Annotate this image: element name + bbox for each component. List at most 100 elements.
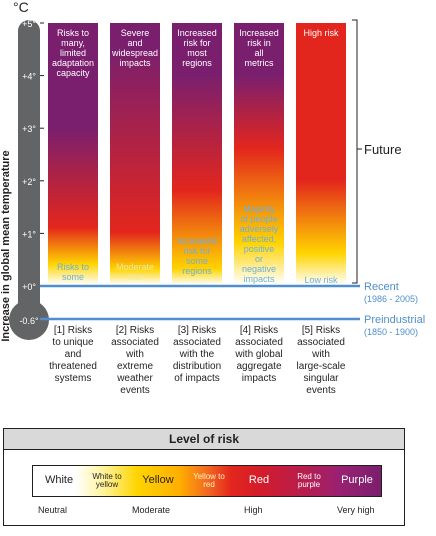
- column-annotation-line: metrics: [245, 58, 274, 68]
- column-annotation-line: Increased: [177, 28, 217, 38]
- column-annotation-line: affected,: [242, 234, 276, 244]
- legend-scale-high: High: [244, 505, 263, 515]
- risk-level-legend: Level of risk White White to yellow Yell…: [3, 428, 405, 526]
- column-annotation-line: some: [186, 256, 208, 266]
- risk-column-bar: [110, 23, 160, 290]
- category-label-line: systems: [55, 373, 92, 384]
- category-label-line: of impacts: [174, 373, 220, 384]
- y-unit-label: °C: [13, 0, 29, 15]
- column-annotation-line: impacts: [243, 274, 275, 284]
- category-label-line: with global: [234, 349, 282, 360]
- category-label-line: associated: [297, 337, 345, 348]
- thermometer-stem: [18, 20, 40, 316]
- risk-column: High risk Low risk: [296, 23, 346, 290]
- y-tick-label: +0°: [22, 282, 36, 292]
- category-label-line: with the: [179, 349, 215, 360]
- y-tick-label: +4°: [22, 72, 36, 82]
- column-annotation-line: Severe: [121, 28, 150, 38]
- legend-item-purple: Purple: [341, 474, 373, 487]
- category-label-line: [1] Risks: [54, 325, 92, 336]
- category-label-line: with: [311, 349, 330, 360]
- category-label-line: [5] Risks: [302, 325, 340, 336]
- legend-item-yellow: Yellow: [142, 474, 174, 487]
- thermometer-bulb: [9, 300, 49, 340]
- risk-column-bar: [296, 23, 346, 290]
- category-label-line: large-scale: [297, 361, 346, 372]
- column-annotation-line: or: [255, 254, 263, 264]
- column-annotation-line: impacts: [119, 58, 151, 68]
- column-annotation-line: Majority: [243, 204, 275, 214]
- column-annotation-line: widespread: [111, 48, 158, 58]
- category-label-line: [3] Risks: [178, 325, 216, 336]
- column-annotation-line: all: [254, 48, 263, 58]
- y-tick-label: +2°: [22, 177, 36, 187]
- legend-item-red-to-purple: Red to purple: [297, 471, 321, 489]
- y-tick-label: +1°: [22, 229, 36, 239]
- category-label-line: associated: [111, 337, 159, 348]
- legend-scale-moderate: Moderate: [132, 505, 171, 515]
- reference-line-name: Preindustrial: [364, 314, 425, 326]
- column-annotation-line: some: [62, 272, 84, 282]
- column-annotation-line: negative: [242, 264, 276, 274]
- risk-column-bar: [234, 23, 284, 290]
- reference-line-period: (1850 - 1900): [364, 327, 418, 337]
- column-annotation-line: positive: [244, 244, 275, 254]
- y-tick-label: -0.6°: [19, 316, 39, 326]
- category-label-line: to unique: [52, 337, 94, 348]
- column-annotation-line: Low risk: [304, 275, 338, 285]
- risk-column-bar: [172, 23, 222, 290]
- column-annotation-line: Increased: [177, 236, 217, 246]
- risk-column: Risks tomany,limitedadaptationcapacityRi…: [48, 23, 98, 290]
- category-label-line: associated: [235, 337, 283, 348]
- column-annotation-line: Risks to: [57, 28, 89, 38]
- column-annotation-line: adaptation: [52, 58, 94, 68]
- column-annotation-line: and: [127, 38, 142, 48]
- column-annotation-line: of people: [240, 214, 277, 224]
- risk-chart: °C Increase in global mean temperature +…: [0, 0, 425, 396]
- y-tick-label: +5°: [22, 19, 36, 29]
- column-annotation-line: risk for: [184, 246, 211, 256]
- legend-item-white-to-yellow: White to yellow: [92, 471, 122, 489]
- category-label-line: [2] Risks: [116, 325, 154, 336]
- legend-item-white: White: [44, 474, 74, 487]
- category-label-line: extreme: [117, 361, 154, 372]
- future-label: Future: [364, 142, 402, 157]
- category-label-line: events: [306, 385, 335, 396]
- column-annotation-line: regions: [182, 58, 212, 68]
- column-annotation-line: Increased: [239, 28, 279, 38]
- category-label-line: with: [125, 349, 144, 360]
- legend-scale-very-high: Very high: [337, 505, 375, 515]
- future-bracket: [352, 19, 362, 284]
- legend-title: Level of risk: [4, 429, 404, 450]
- category-label-line: associated: [173, 337, 221, 348]
- column-annotation-line: most: [187, 48, 207, 58]
- column-annotation-line: risk: [128, 272, 142, 282]
- y-axis-title: Increase in global mean temperature: [0, 150, 12, 341]
- column-annotation-line: adversely: [240, 224, 279, 234]
- category-label-line: weather: [116, 373, 153, 384]
- column-annotation-line: capacity: [56, 68, 90, 78]
- column-annotation-line: many,: [61, 38, 85, 48]
- legend-item-yellow-to-red: Yellow to red: [193, 471, 225, 489]
- category-label-line: [4] Risks: [240, 325, 278, 336]
- category-label-line: events: [120, 385, 149, 396]
- column-annotation-line: risk for: [184, 38, 211, 48]
- category-label-line: aggregate: [236, 361, 281, 372]
- category-label-line: and: [65, 349, 82, 360]
- column-annotation-line: regions: [182, 266, 212, 276]
- column-annotation-line: Risks to: [57, 262, 89, 272]
- y-tick-label: +3°: [22, 124, 36, 134]
- column-annotation-line: High risk: [303, 28, 339, 38]
- category-label-line: threatened: [49, 361, 97, 372]
- category-label-line: singular: [303, 373, 339, 384]
- risk-column-bar: [48, 23, 98, 290]
- column-annotation-line: Moderate: [116, 262, 154, 272]
- legend-item-red: Red: [248, 474, 270, 487]
- category-label-line: impacts: [242, 373, 276, 384]
- category-label-line: distribution: [173, 361, 221, 372]
- legend-scale-neutral: Neutral: [38, 505, 68, 515]
- reference-line-period: (1986 - 2005): [364, 294, 418, 304]
